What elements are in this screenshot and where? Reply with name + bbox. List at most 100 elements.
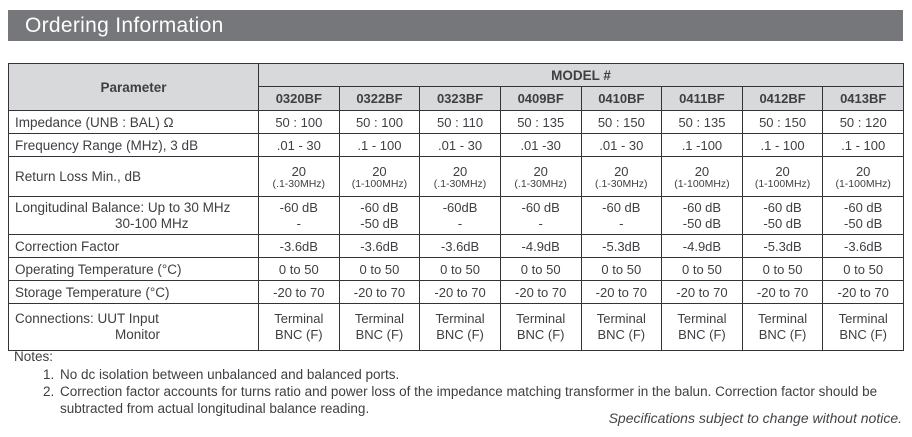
cell-value: -60 dB <box>682 199 722 215</box>
table-cell: .1 -100 <box>661 133 743 157</box>
row-label: Connections: UUT Input Monitor <box>8 303 259 351</box>
cell-value: -60 dB <box>844 199 883 215</box>
table-cell: Terminal BNC (F) <box>741 303 824 351</box>
table-cell: -4.9dB <box>661 234 743 258</box>
table-cell: 20 (.1-30MHz) <box>258 156 340 197</box>
model-header-0412bf: 0412BF <box>741 86 824 111</box>
table-cell: -20 to 70 <box>580 280 663 304</box>
cell-value2: -50 dB <box>844 215 883 231</box>
cell-value: 20 <box>533 163 548 179</box>
table-cell: 0 to 50 <box>338 257 421 281</box>
cell-value2: BNC (F) <box>678 327 726 342</box>
table-cell: .01 -30 <box>499 133 582 157</box>
table-cell: -20 to 70 <box>338 280 421 304</box>
table-cell: 50 : 135 <box>661 110 743 134</box>
page-title: Ordering Information <box>8 10 903 41</box>
cell-value: -60dB <box>442 199 478 215</box>
table-cell: Terminal BNC (F) <box>258 303 340 351</box>
cell-subvalue: (.1-30MHz) <box>272 177 326 190</box>
row-frequency-range: Frequency Range (MHz), 3 dB .01 - 30 .1 … <box>8 133 904 157</box>
model-header-0413bf: 0413BF <box>822 86 904 111</box>
table-cell: 50 : 120 <box>822 110 904 134</box>
cell-value: Terminal <box>758 311 808 326</box>
row-return-loss: Return Loss Min., dB 20 (.1-30MHz) 20 (1-1… <box>8 156 904 197</box>
table-cell: 20 (.1-30MHz) <box>580 156 663 197</box>
table-cell: .1 - 100 <box>338 133 421 157</box>
table-cell: 50 : 150 <box>741 110 824 134</box>
table-cell: -20 to 70 <box>822 280 904 304</box>
table-cell: 50 : 100 <box>338 110 421 134</box>
cell-value2: BNC (F) <box>436 327 484 342</box>
cell-subvalue: (1-100MHz) <box>674 177 730 190</box>
cell-subvalue: (.1-30MHz) <box>514 177 567 190</box>
table-cell: -60 dB -50 dB <box>822 196 904 235</box>
cell-value2: BNC (F) <box>758 327 807 342</box>
row-label: Correction Factor <box>8 234 259 258</box>
table-cell: -20 to 70 <box>419 280 501 304</box>
cell-value2: - <box>457 215 463 231</box>
table-cell: 0 to 50 <box>419 257 501 281</box>
table-cell: -60 dB - <box>580 196 663 235</box>
cell-value2: BNC (F) <box>516 327 565 342</box>
cell-value: -60 dB <box>602 199 641 215</box>
table-cell: -5.3dB <box>580 234 663 258</box>
row-label-line2: Monitor <box>115 327 161 342</box>
table-cell: -20 to 70 <box>499 280 582 304</box>
cell-value: Terminal <box>838 311 888 326</box>
row-storage-temperature: Storage Temperature (°C) -20 to 70 -20 t… <box>8 280 904 304</box>
table-cell: 0 to 50 <box>822 257 904 281</box>
cell-subvalue: (1-100MHz) <box>351 177 408 190</box>
row-label: Storage Temperature (°C) <box>8 280 259 304</box>
notes-title: Notes: <box>14 349 54 364</box>
table-cell: Terminal BNC (F) <box>499 303 582 351</box>
row-connections: Connections: UUT Input Monitor Terminal BN… <box>8 303 904 351</box>
table-cell: 20 (1-100MHz) <box>741 156 824 197</box>
note-item-1: No dc isolation between unbalanced and b… <box>58 366 900 383</box>
parameter-column-header: Parameter <box>8 63 259 111</box>
table-cell: .01 - 30 <box>258 133 340 157</box>
table-cell: 20 (1-100MHz) <box>822 156 904 197</box>
table-cell: 0 to 50 <box>258 257 340 281</box>
model-header-0322bf: 0322BF <box>338 86 421 111</box>
row-correction-factor: Correction Factor -3.6dB -3.6dB -3.6dB -… <box>8 234 904 258</box>
table-cell: -60 dB -50 dB <box>338 196 421 235</box>
cell-value: 20 <box>614 163 629 179</box>
table-cell: -20 to 70 <box>741 280 824 304</box>
note-item-2: Correction factor accounts for turns rat… <box>58 383 900 417</box>
table-cell: 20 (1-100MHz) <box>661 156 743 197</box>
row-label: Frequency Range (MHz), 3 dB <box>8 133 259 157</box>
row-label: Longitudinal Balance: Up to 30 MHz 30-100… <box>8 196 259 235</box>
cell-subvalue: (1-100MHz) <box>754 177 811 190</box>
table-cell: Terminal BNC (F) <box>419 303 501 351</box>
row-label-line1: Connections: UUT Input <box>15 311 159 326</box>
notes-section: Notes: No dc isolation between unbalance… <box>14 348 900 417</box>
table-cell: Terminal BNC (F) <box>822 303 904 351</box>
cell-value: 20 <box>775 163 790 179</box>
cell-value2: - <box>296 215 301 231</box>
table-cell: Terminal BNC (F) <box>580 303 663 351</box>
row-label-line2: 30-100 MHz <box>115 215 189 231</box>
cell-value2: - <box>619 215 624 231</box>
cell-value: -60 dB <box>279 199 318 215</box>
cell-value: -60 dB <box>763 199 802 215</box>
row-operating-temperature: Operating Temperature (°C) 0 to 50 0 to … <box>8 257 904 281</box>
table-cell: 0 to 50 <box>741 257 824 281</box>
cell-subvalue: (1-100MHz) <box>835 177 891 190</box>
table-cell: -3.6dB <box>338 234 421 258</box>
cell-value: 20 <box>372 163 387 179</box>
cell-value: 20 <box>452 163 468 179</box>
table-cell: .01 - 30 <box>580 133 663 157</box>
model-numbers-row: 0320BF 0322BF 0323BF 0409BF 0410BF 0411B… <box>9 86 904 111</box>
table-cell: 50 : 110 <box>419 110 501 134</box>
cell-value: -60 dB <box>521 199 560 215</box>
ordering-information-table: Parameter MODEL # 0320BF 0322BF 0323BF 0… <box>8 63 904 351</box>
table-cell: 0 to 50 <box>499 257 582 281</box>
cell-value: Terminal <box>677 311 727 326</box>
cell-value: Terminal <box>274 311 324 326</box>
table-cell: 0 to 50 <box>661 257 743 281</box>
cell-value2: -50 dB <box>360 215 399 231</box>
cell-value: Terminal <box>354 311 404 326</box>
table-cell: 50 : 150 <box>580 110 663 134</box>
cell-value: Terminal <box>516 311 566 326</box>
model-header-0409bf: 0409BF <box>499 86 582 111</box>
